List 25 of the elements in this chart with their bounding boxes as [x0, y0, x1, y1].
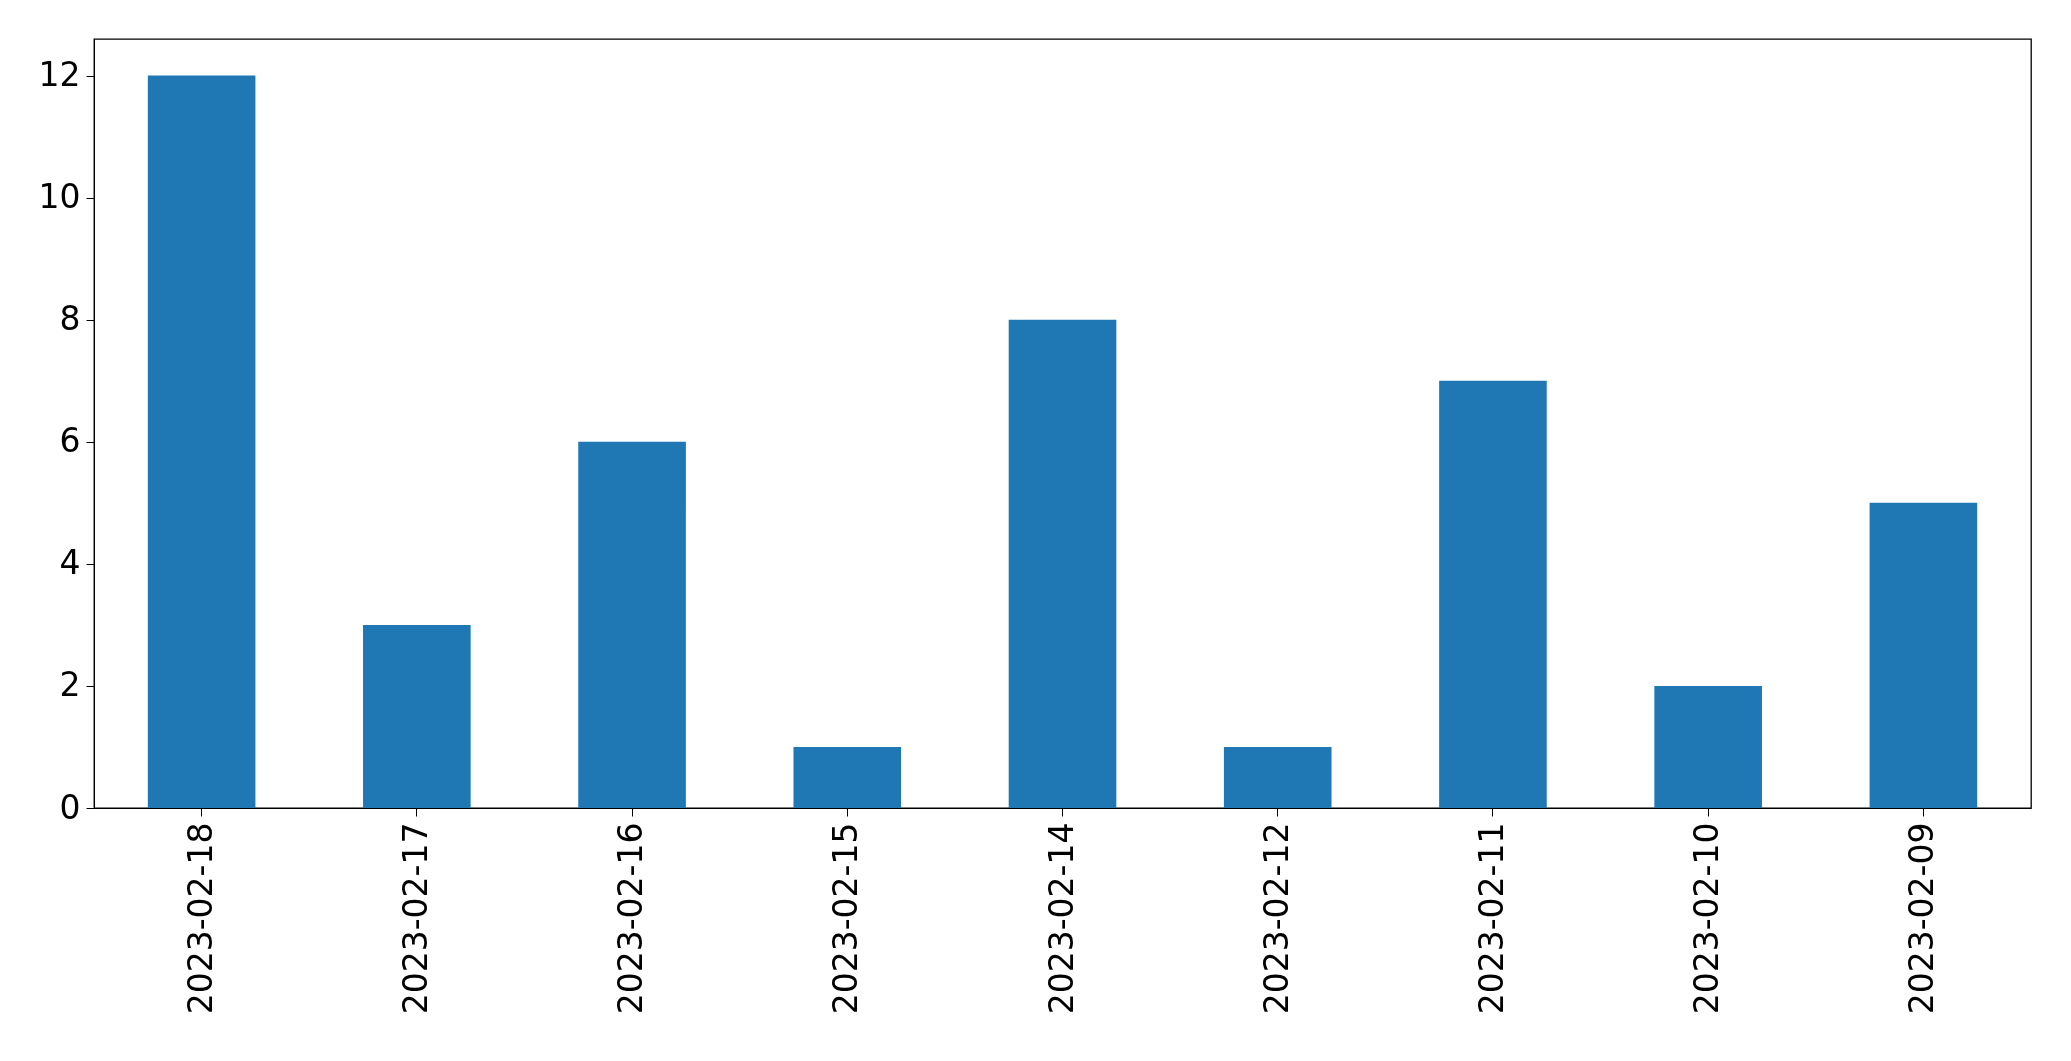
bar [793, 746, 902, 808]
bar [1008, 319, 1117, 808]
x-tick-label: 2023-02-14 [1041, 822, 1081, 1015]
y-tick-label: 6 [59, 421, 81, 461]
bar [578, 441, 686, 808]
x-tick-label: 2023-02-10 [1687, 822, 1727, 1015]
x-tick-label: 2023-02-18 [180, 822, 220, 1015]
y-tick-label: 10 [38, 177, 81, 217]
y-tick-label: 2 [59, 665, 81, 705]
x-tick-label: 2023-02-15 [826, 822, 866, 1015]
bar [1439, 380, 1547, 808]
x-tick-label: 2023-02-11 [1471, 822, 1511, 1015]
bar [1223, 746, 1332, 808]
x-tick-label: 2023-02-17 [395, 822, 435, 1015]
bar [147, 75, 256, 808]
y-tick-label: 12 [38, 55, 81, 95]
bar [1654, 685, 1762, 808]
x-tick-label: 2023-02-12 [1256, 822, 1296, 1015]
y-tick-label: 0 [59, 787, 81, 827]
x-tick-label: 2023-02-16 [611, 822, 651, 1015]
bar [363, 624, 471, 808]
y-tick-label: 8 [59, 299, 81, 339]
x-tick-label: 2023-02-09 [1902, 822, 1942, 1015]
bar [1869, 502, 1978, 808]
y-tick-label: 4 [59, 543, 81, 583]
